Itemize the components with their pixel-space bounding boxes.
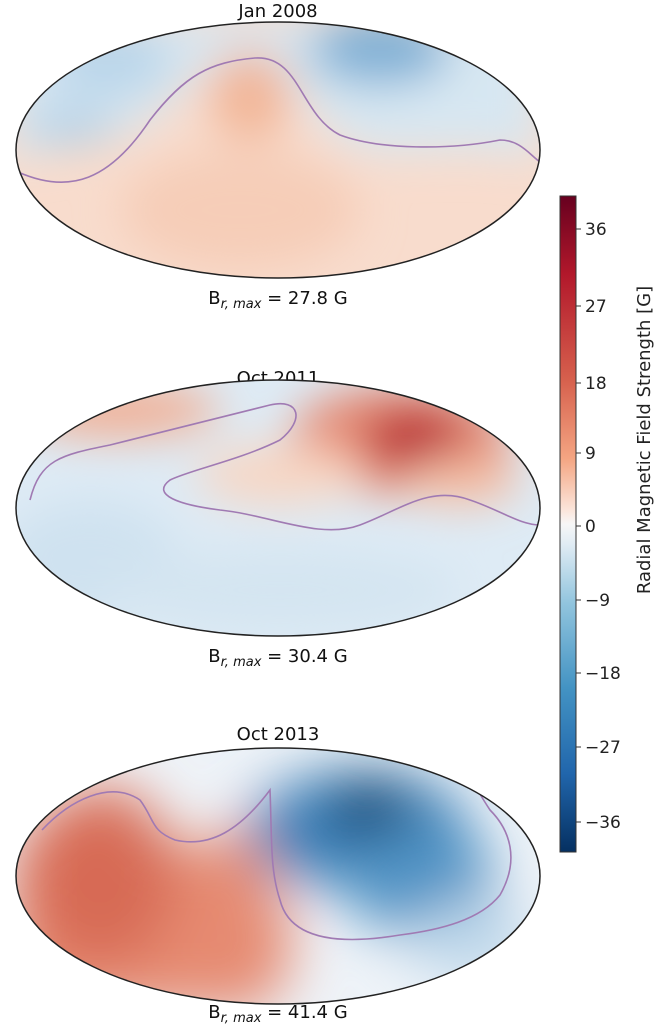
panel-caption: Br, max = 30.4 G	[208, 646, 347, 670]
map-panel-oct-2013: Oct 2013 Br, max = 41.4 G	[15, 724, 541, 1026]
map-panel-oct-2011: Oct 2011 Br, max = 30.4 G	[15, 368, 541, 670]
colorbar-tick-label: −9	[585, 591, 610, 611]
polarity-inversion-line	[41, 777, 512, 941]
colorbar-tick-label: −27	[585, 738, 621, 758]
colorbar: 36 27 18 9 0 −9 −18 −27 −36 Radial Magne…	[559, 195, 655, 853]
panel-title: Oct 2013	[237, 724, 320, 745]
polarity-inversion-line	[17, 57, 540, 184]
polarity-inversion-line	[29, 402, 540, 531]
panel-caption: Br, max = 41.4 G	[208, 1002, 347, 1026]
map-panel-jan-2008: Jan 2008 Br, max = 27.8 G	[15, 1, 541, 312]
colorbar-label: Radial Magnetic Field Strength [G]	[634, 286, 655, 594]
colorbar-tick-label: 27	[585, 297, 607, 317]
colorbar-gradient	[559, 195, 577, 853]
map-outline	[15, 379, 541, 637]
colorbar-tick-label: 0	[585, 517, 596, 537]
colorbar-tick-label: 18	[585, 374, 607, 394]
map-outline	[15, 747, 541, 1005]
colorbar-tick-label: −18	[585, 664, 621, 684]
colorbar-tick-label: 36	[585, 220, 607, 240]
panel-caption: Br, max = 27.8 G	[208, 288, 347, 312]
map-outline	[15, 21, 541, 279]
panel-title: Jan 2008	[237, 1, 317, 22]
colorbar-tick-label: −36	[585, 813, 621, 833]
colorbar-ticks	[576, 228, 581, 823]
colorbar-tick-label: 9	[585, 444, 596, 464]
